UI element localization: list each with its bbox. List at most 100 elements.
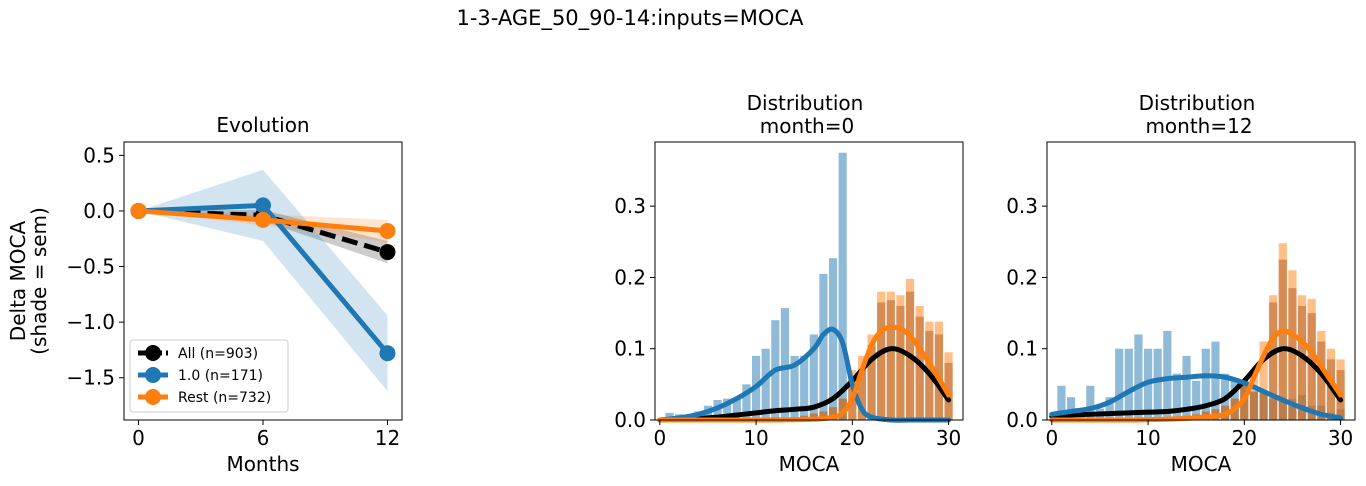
y-tick-label: −1.5 (66, 366, 115, 390)
y-tick-label: −1.0 (66, 310, 115, 334)
hist-bar-overlap (1249, 391, 1259, 420)
x-tick-label: 30 (936, 426, 961, 450)
chart-title: Distribution (747, 91, 864, 115)
y-tick-label: 0.0 (1006, 408, 1038, 432)
y-tick-label: 0.0 (614, 408, 646, 432)
hist-bar-overlap (867, 345, 876, 420)
hist-bar-group (790, 355, 799, 420)
hist-bar-group (1182, 355, 1191, 420)
series-point-0-2 (379, 244, 396, 261)
hist-bar-group (819, 273, 828, 420)
evolution-panel: 0 6 12 0.5 0.0 −0.5 −1.0 −1.5 Evolution Months Del… (6, 113, 403, 476)
hist-bar-group (1163, 330, 1172, 420)
x-tick-label: 0 (132, 426, 145, 450)
legend-marker-1 (145, 367, 161, 383)
kde-curve-0 (1049, 346, 1344, 419)
hist-bar-overlap (915, 316, 924, 420)
x-axis-label: Months (226, 452, 299, 476)
y-tick-label: 0.2 (614, 265, 646, 289)
y-tick-label: 0.3 (614, 194, 646, 218)
hist-bar-group (665, 412, 674, 420)
kde-curve-2 (1049, 328, 1344, 423)
hist-bar-group (1066, 397, 1076, 420)
x-tick-label: 20 (1232, 426, 1257, 450)
hist-bar-overlap (886, 300, 895, 420)
hist-bar-overlap (896, 305, 905, 420)
x-axis-label: MOCA (1171, 452, 1232, 476)
x-tick-label: 30 (1328, 426, 1353, 450)
hist-bar-group (780, 308, 790, 420)
hist-bar-group (1153, 348, 1162, 420)
axes-frame (1046, 141, 1356, 421)
y-tick-label: 0.5 (83, 143, 115, 167)
x-tick-label: 12 (375, 426, 400, 450)
series-point-1-1 (255, 197, 271, 214)
axes-frame (654, 141, 964, 421)
legend-label-0: All (n=903) (178, 346, 258, 362)
hist-bar-rest (1259, 341, 1268, 420)
hist-bar-group (1115, 348, 1124, 420)
hist-bar-group (761, 348, 770, 420)
hist-bar-group (800, 355, 809, 420)
hist-bar-overlap (1278, 259, 1287, 420)
hist-bar-group (838, 152, 847, 420)
hist-bar-overlap (1297, 305, 1307, 420)
y-axis-label-sub: (shade = sem) (27, 207, 51, 355)
hist-bar-overlap (819, 411, 828, 420)
x-tick-label: 20 (840, 426, 865, 450)
hist-bar-group (809, 334, 818, 420)
series-point-2-0 (130, 202, 147, 219)
hist-bar-overlap (1269, 302, 1278, 420)
hist-bar-overlap (1259, 391, 1268, 420)
hist-bar-group (1192, 380, 1201, 420)
hist-bar-group (1172, 373, 1182, 420)
series-point-2-1 (255, 211, 271, 228)
legend-label-2: Rest (n=732) (178, 390, 271, 406)
hist-bar-group (742, 384, 751, 420)
hist-bar-overlap (828, 407, 838, 420)
x-axis-label: MOCA (779, 452, 840, 476)
hist-bar-group (723, 398, 732, 420)
x-tick-label: 0 (1045, 426, 1058, 450)
sem-band-2 (138, 210, 388, 243)
hist-bar-group (1086, 385, 1095, 420)
chart-subtitle: month=12 (1145, 114, 1252, 138)
x-tick-label: 10 (743, 426, 768, 450)
hist-bar-overlap (877, 302, 886, 420)
legend-label-1: 1.0 (n=171) (178, 368, 263, 384)
hist-bar-group (1105, 397, 1114, 420)
sem-band-1 (138, 169, 388, 392)
hist-bar-overlap (1288, 288, 1297, 420)
legend-box (129, 339, 289, 413)
hist-bar-group (1124, 348, 1133, 420)
hist-bar-overlap (1317, 341, 1326, 420)
chart-title: Evolution (216, 113, 309, 137)
hist-bar-group (1201, 348, 1210, 420)
chart-subtitle: month=0 (760, 114, 854, 138)
x-tick-label: 0 (653, 426, 666, 450)
chart-title: Distribution (1139, 91, 1256, 115)
y-tick-label: 0.1 (614, 337, 646, 361)
hist-bar-overlap (857, 370, 867, 420)
series-point-2-2 (379, 222, 396, 239)
x-tick-label: 6 (257, 426, 270, 450)
legend-marker-2 (145, 389, 161, 405)
y-tick-label: 0.2 (1006, 265, 1038, 289)
x-tick-label: 10 (1135, 426, 1160, 450)
kde-curve-1 (1049, 373, 1344, 421)
hist-bar-group (1057, 385, 1066, 420)
figure-suptitle: 1-3-AGE_50_90-14:inputs=MOCA (456, 6, 804, 31)
legend-marker-0 (145, 345, 161, 361)
hist-bar-group (1134, 334, 1143, 420)
hist-bar-group (828, 258, 838, 420)
hist-bar-group (1211, 341, 1220, 420)
y-tick-label: 0.0 (83, 199, 115, 223)
hist-bar-group (732, 398, 741, 420)
y-axis-label: Delta MOCA (6, 221, 30, 342)
y-tick-label: 0.1 (1006, 337, 1038, 361)
y-tick-label: −0.5 (66, 255, 115, 279)
y-tick-label: 0.3 (1006, 194, 1038, 218)
